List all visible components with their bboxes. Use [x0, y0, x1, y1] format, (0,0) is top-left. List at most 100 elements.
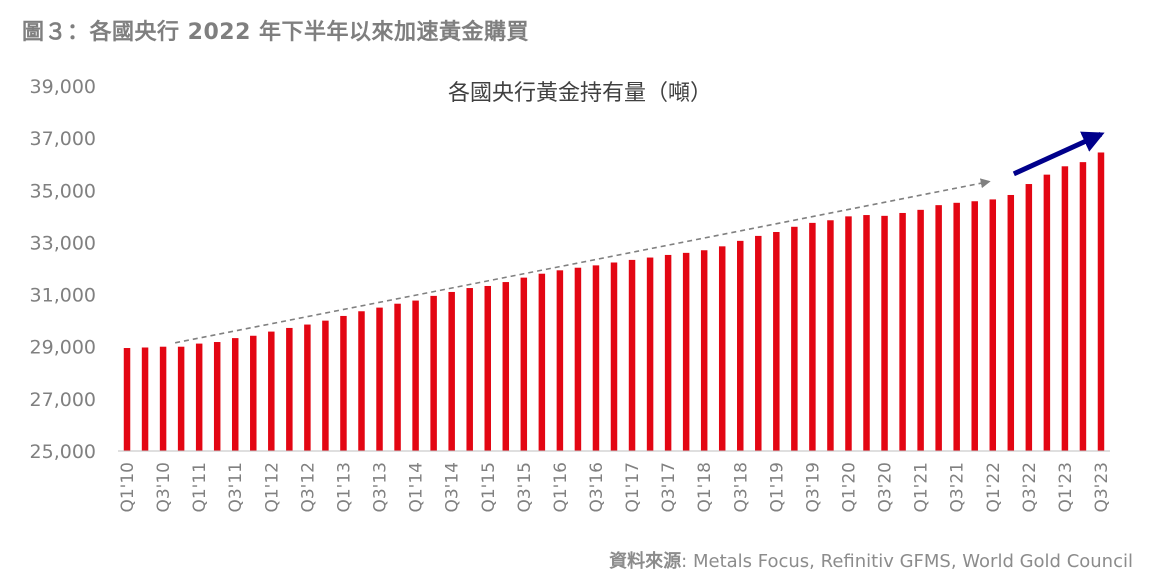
y-tick-label: 29,000 — [30, 337, 96, 359]
x-tick-label: Q3'10 — [154, 462, 174, 513]
x-tick-label: Q1'19 — [767, 462, 787, 513]
source-text: Metals Focus, Refinitiv GFMS, World Gold… — [692, 551, 1133, 572]
x-tick-label: Q1'10 — [118, 462, 138, 513]
x-axis: Q1'10 Q3'10 Q1'11 Q3'11 Q1'12 Q3'12 Q1'13 Q3'13… — [118, 450, 1112, 513]
x-tick-label: Q3'19 — [803, 462, 823, 513]
bar — [195, 343, 203, 451]
x-tick-label: Q3'12 — [298, 462, 318, 513]
bar — [213, 342, 221, 451]
bar — [664, 254, 672, 451]
source-separator: : — [681, 551, 688, 572]
bar — [953, 202, 960, 451]
x-tick-label: Q1'11 — [190, 462, 210, 513]
bar — [177, 346, 185, 451]
x-tick-label: Q3'22 — [1020, 462, 1040, 513]
x-tick-label: Q3'20 — [876, 462, 896, 513]
y-tick-label: 39,000 — [30, 76, 96, 98]
x-tick-label: Q3'17 — [659, 462, 679, 513]
x-tick-label: Q1'12 — [262, 462, 282, 513]
x-tick-label: Q1'21 — [912, 462, 932, 513]
bar — [1061, 166, 1069, 452]
bar — [538, 273, 546, 451]
x-tick-label: Q1'14 — [407, 462, 427, 513]
x-tick-label: Q3'21 — [948, 462, 968, 513]
y-tick-label: 31,000 — [30, 285, 96, 307]
bar — [917, 209, 924, 451]
bar — [159, 346, 167, 451]
bar — [322, 320, 329, 451]
bar — [376, 307, 383, 451]
bar — [1007, 194, 1015, 452]
bar — [268, 331, 275, 451]
bar — [628, 259, 636, 451]
bar — [791, 226, 798, 451]
x-tick-label: Q3'15 — [515, 462, 535, 513]
y-tick-label: 35,000 — [30, 180, 96, 202]
bar — [502, 282, 510, 451]
bar — [466, 288, 473, 451]
bar — [340, 315, 347, 451]
bar — [809, 222, 816, 452]
bar — [1079, 162, 1087, 451]
bar — [881, 215, 888, 451]
bar — [935, 205, 942, 451]
bar — [682, 252, 690, 451]
bar — [646, 257, 654, 451]
bar — [1097, 152, 1105, 452]
bar — [755, 235, 762, 451]
linear-trend-arrow — [174, 178, 991, 344]
x-tick-label: Q3'16 — [587, 462, 607, 513]
bar — [141, 347, 149, 451]
x-tick-label: Q3'18 — [731, 462, 751, 513]
bar — [286, 327, 293, 451]
bar — [484, 285, 491, 451]
bar — [448, 291, 455, 451]
bar — [773, 232, 780, 451]
y-axis: 25,000 27,000 29,000 31,000 33,000 35,000 37,0… — [30, 76, 96, 463]
x-tick-label: Q1'20 — [839, 462, 859, 513]
bar — [412, 300, 419, 451]
y-tick-label: 33,000 — [30, 232, 96, 254]
bar — [574, 267, 582, 451]
bar — [737, 240, 744, 451]
x-tick-label: Q1'23 — [1056, 462, 1076, 513]
source-label: 資料來源 — [609, 551, 682, 572]
bar — [358, 311, 365, 451]
bar — [394, 303, 401, 451]
source-note: 資料來源: Metals Focus, Refinitiv GFMS, Worl… — [609, 547, 1133, 573]
bar — [863, 215, 870, 451]
acceleration-arrow — [1012, 131, 1105, 177]
bar-series — [123, 152, 1105, 452]
x-tick-label: Q1'22 — [984, 462, 1004, 513]
bar — [1025, 184, 1033, 451]
x-tick-label: Q1'18 — [695, 462, 715, 513]
bar — [827, 220, 834, 451]
y-tick-label: 25,000 — [30, 441, 96, 463]
bar — [250, 335, 257, 451]
bar — [700, 250, 708, 451]
bar — [899, 212, 906, 451]
bar — [520, 277, 528, 452]
bar — [610, 262, 618, 451]
y-tick-label: 37,000 — [30, 128, 96, 150]
trend-arrows — [174, 131, 1105, 344]
bar — [231, 338, 239, 451]
x-tick-label: Q1'15 — [479, 462, 499, 513]
x-tick-label: Q3'13 — [371, 462, 391, 513]
y-tick-label: 27,000 — [30, 389, 96, 411]
bar — [718, 246, 726, 451]
bar — [304, 324, 311, 451]
x-tick-label: Q1'16 — [551, 462, 571, 513]
x-tick-label: Q3'23 — [1092, 462, 1112, 513]
x-tick-label: Q3'14 — [443, 462, 463, 513]
chart-title: 各國央行黃金持有量（噸） — [448, 81, 712, 106]
bar — [556, 270, 564, 451]
x-tick-label: Q3'11 — [226, 462, 246, 513]
bar — [430, 295, 437, 452]
bar — [845, 216, 852, 451]
bar — [123, 348, 131, 451]
x-tick-label: Q1'17 — [623, 462, 643, 513]
bar — [989, 199, 997, 451]
bar — [971, 201, 978, 451]
